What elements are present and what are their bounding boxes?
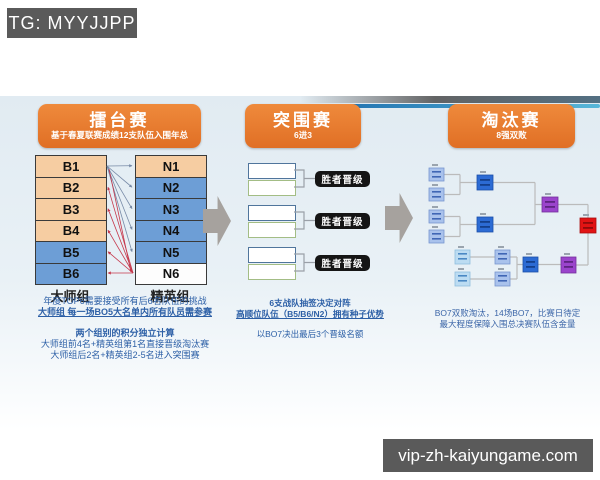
stage1-note-line5: 大师组后2名+精英组2-5名进入突围赛 bbox=[50, 350, 200, 360]
team-cell-b6: B6 bbox=[36, 262, 106, 284]
elite-group-table: N1 N2 N3 N4 N5 N6 bbox=[135, 155, 207, 285]
stage2-header: 突围赛 6进3 bbox=[245, 104, 361, 148]
team-cell-n2: N2 bbox=[136, 176, 206, 198]
stage2-match3-slot-a bbox=[248, 247, 296, 263]
stage3-header: 淘汰赛 8强双败 bbox=[448, 104, 575, 148]
stage2-note-line1: 6支战队抽签决定对阵 bbox=[269, 298, 351, 308]
team-cell-n3: N3 bbox=[136, 198, 206, 220]
stage2-match1-slot-a bbox=[248, 163, 296, 179]
stage3-note-line2: 最大程度保障入围总决赛队伍含金量 bbox=[439, 319, 576, 330]
stage2-notes: 6支战队抽签决定对阵 高顺位队伍（B5/B6/N2）拥有种子优势 以BO7决出最… bbox=[228, 298, 392, 340]
team-cell-b5: B5 bbox=[36, 241, 106, 263]
stage2-match2-slot-b bbox=[248, 222, 296, 238]
watermark: vip-zh-kaiyungame.com bbox=[383, 439, 593, 472]
elite-group-label: 精英组 bbox=[150, 289, 190, 304]
stage3-title: 淘汰赛 bbox=[481, 111, 542, 130]
team-cell-n6: N6 bbox=[136, 262, 206, 284]
stage3-note-line1: BO7双败淘汰，14场BO7，比赛日待定 bbox=[434, 308, 581, 318]
team-cell-n5: N5 bbox=[136, 241, 206, 263]
top-decor-stripe bbox=[300, 96, 600, 103]
stage2-note-line3: 以BO7决出最后3个晋级名额 bbox=[256, 329, 364, 340]
stage3-subtitle: 8强双败 bbox=[496, 130, 527, 140]
stage1-note-line4: 大师组前4名+精英组第1名直接晋级淘汰赛 bbox=[40, 338, 210, 349]
tg-badge: TG: MYYJJPP bbox=[7, 8, 137, 38]
stage2-match2-slot-a bbox=[248, 205, 296, 221]
team-cell-n1: N1 bbox=[136, 156, 206, 177]
stage1-header: 擂台赛 基于春夏联赛成绩12支队伍入围年总 bbox=[38, 104, 201, 148]
team-cell-b1: B1 bbox=[36, 156, 106, 177]
team-cell-b4: B4 bbox=[36, 219, 106, 241]
advance-badge-3: 胜者晋级 bbox=[315, 255, 370, 271]
stage1-note-line3: 两个组别的积分独立计算 bbox=[75, 327, 175, 338]
team-cell-b3: B3 bbox=[36, 198, 106, 220]
stage1-note-line1: 年度TOP6需要接受所有后6名队伍的挑战 bbox=[43, 296, 207, 306]
stage2-title: 突围赛 bbox=[273, 111, 333, 130]
stage2-note-line2: 高顺位队伍（B5/B6/N2）拥有种子优势 bbox=[236, 309, 384, 320]
stage1-title: 擂台赛 bbox=[89, 111, 150, 130]
stage2-subtitle: 6进3 bbox=[294, 130, 312, 140]
stage2-match3-slot-b bbox=[248, 264, 296, 280]
stage1-note-line2: 大师组 每一场BO5大名单内所有队员需参赛 bbox=[37, 307, 212, 318]
stage3-notes: BO7双败淘汰，14场BO7，比赛日待定 最大程度保障入围总决赛队伍含金量 bbox=[420, 308, 595, 330]
master-group-table: B1 B2 B3 B4 B5 B6 bbox=[35, 155, 107, 285]
stage2-match1-slot-b bbox=[248, 180, 296, 196]
master-group-label: 大师组 bbox=[50, 289, 90, 304]
stage1-subtitle: 基于春夏联赛成绩12支队伍入围年总 bbox=[51, 130, 188, 140]
stage1-notes: 年度TOP6需要接受所有后6名队伍的挑战 大师组 每一场BO5大名单内所有队员需… bbox=[25, 296, 225, 361]
advance-badge-1: 胜者晋级 bbox=[315, 171, 370, 187]
advance-badge-2: 胜者晋级 bbox=[315, 213, 370, 229]
team-cell-n4: N4 bbox=[136, 219, 206, 241]
team-cell-b2: B2 bbox=[36, 176, 106, 198]
